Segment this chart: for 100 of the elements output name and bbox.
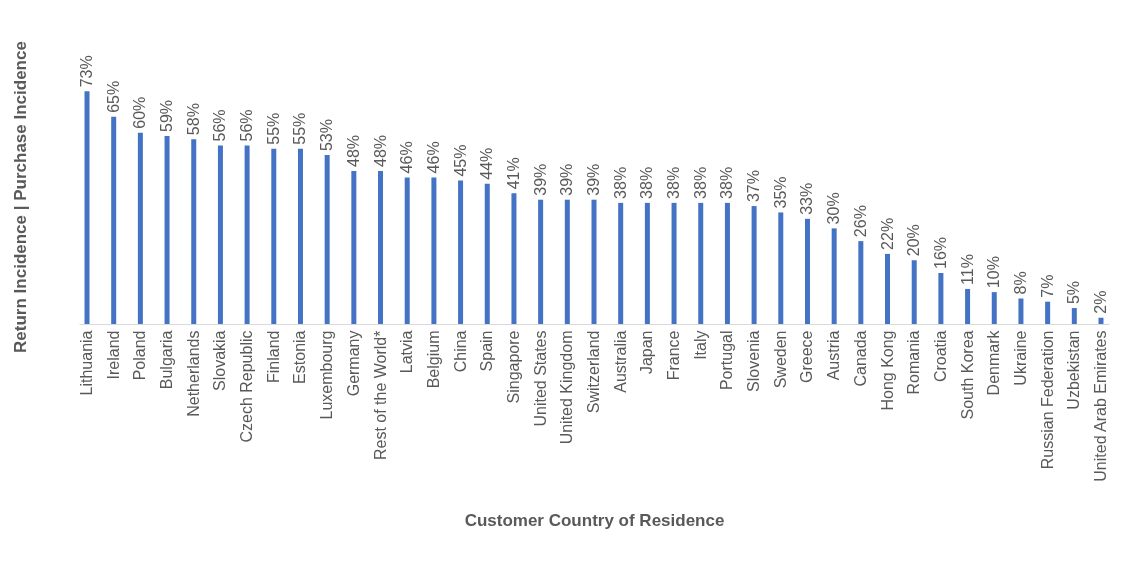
bar [217, 145, 223, 324]
bar [644, 202, 650, 324]
x-tick-label: Denmark [985, 329, 1003, 396]
data-label: 53% [318, 119, 336, 152]
x-tick-label: Austria [825, 330, 843, 381]
bar [991, 292, 997, 324]
x-tick-label: Ukraine [1011, 330, 1029, 386]
bar [84, 91, 90, 324]
data-label: 38% [718, 166, 736, 199]
x-tick-label: Greece [798, 330, 816, 383]
bar [431, 177, 437, 324]
data-label: 41% [504, 157, 522, 190]
data-label: 55% [264, 112, 282, 145]
bar [244, 145, 250, 324]
x-tick-label: Hong Kong [878, 330, 896, 411]
data-label: 37% [745, 170, 763, 203]
x-tick-label: Sweden [771, 330, 789, 389]
x-tick-label: Poland [131, 330, 149, 381]
bar [911, 260, 917, 324]
x-tick-label: Estonia [291, 330, 309, 384]
x-tick-label: Finland [264, 330, 282, 383]
data-label: 56% [238, 109, 256, 142]
bar [751, 206, 757, 324]
bar [724, 202, 730, 324]
bar [111, 116, 117, 324]
data-label: 65% [104, 80, 122, 113]
bar [378, 171, 384, 324]
bar [778, 212, 784, 324]
bar [885, 253, 891, 324]
data-label: 7% [1038, 274, 1056, 298]
x-tick-label: South Korea [958, 330, 976, 420]
x-tick-label: Japan [638, 330, 656, 375]
bar [137, 132, 143, 324]
data-label: 46% [398, 141, 416, 174]
data-label: 2% [1091, 290, 1109, 314]
x-tick-label: Switzerland [585, 330, 602, 414]
bar [1098, 317, 1104, 324]
data-label: 16% [931, 236, 949, 269]
x-tick-label: Croatia [931, 330, 949, 383]
data-label: 20% [905, 224, 923, 257]
data-label: 55% [291, 112, 309, 145]
data-label: 38% [665, 166, 683, 199]
bar [1045, 301, 1051, 324]
x-tick-label: Germany [344, 330, 362, 397]
data-label: 30% [825, 192, 843, 225]
bar [351, 171, 357, 324]
bar [511, 193, 517, 324]
data-label: 8% [1011, 271, 1029, 295]
x-tick-label: Netherlands [184, 330, 202, 417]
data-label: 58% [184, 103, 202, 136]
y-axis-title: Return Incidence | Purchase Incidence [10, 41, 30, 353]
data-label: 5% [1065, 280, 1083, 305]
data-label: 59% [158, 99, 176, 132]
x-tick-label: Romania [905, 330, 923, 395]
bar [671, 202, 677, 324]
data-label: 48% [344, 134, 362, 167]
data-label: 33% [798, 182, 816, 215]
x-tick-label: United Arab Emirates [1091, 330, 1109, 482]
bar [618, 202, 624, 324]
bar [1018, 298, 1024, 324]
data-label: 26% [851, 205, 869, 238]
data-label: 46% [424, 141, 442, 174]
data-label: 45% [451, 144, 469, 177]
bar [831, 228, 837, 324]
x-tick-label: Bulgaria [158, 330, 176, 390]
bar [164, 135, 170, 324]
data-label: 60% [131, 96, 149, 129]
bar [191, 139, 197, 324]
x-tick-label: Australia [611, 330, 629, 393]
data-label: 44% [478, 147, 496, 180]
bar [591, 199, 597, 324]
data-label: 39% [531, 163, 549, 196]
x-tick-label: Luxembourg [318, 330, 336, 420]
bar [404, 177, 410, 324]
data-label: 39% [558, 163, 576, 196]
x-tick-label: China [451, 330, 469, 373]
x-tick-label: United Kingdom [558, 330, 576, 445]
x-tick-label: Italy [691, 330, 709, 360]
data-label: 38% [691, 166, 709, 199]
x-tick-label: Rest of the World* [371, 330, 389, 461]
x-tick-label: Latvia [398, 330, 416, 374]
data-label: 48% [371, 134, 389, 167]
bar [698, 202, 704, 324]
x-tick-label: Slovenia [745, 330, 763, 392]
bar [965, 288, 971, 324]
x-tick-label: Ireland [104, 330, 122, 380]
x-tick-label: Uzbekistan [1065, 330, 1083, 410]
x-tick-label: Russian Federation [1038, 330, 1056, 470]
bar [564, 199, 570, 324]
data-label: 35% [771, 176, 789, 209]
bar [858, 241, 864, 324]
x-tick-label: Canada [851, 330, 869, 387]
x-tick-label: Czech Republic [238, 330, 256, 443]
bar [324, 155, 330, 324]
x-tick-label: United States [531, 330, 549, 427]
data-label: 38% [611, 166, 629, 199]
data-label: 11% [958, 254, 976, 285]
data-label: 73% [78, 55, 96, 88]
data-label: 38% [638, 166, 656, 199]
bar [271, 148, 277, 324]
